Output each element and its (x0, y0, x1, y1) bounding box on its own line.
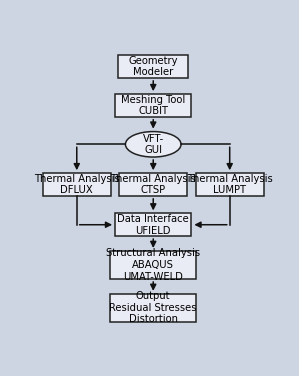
Text: Thermal Analysis
CTSP: Thermal Analysis CTSP (110, 174, 196, 195)
Text: Output
Residual Stresses
Distortion: Output Residual Stresses Distortion (109, 291, 197, 324)
Text: Geometry
Modeler: Geometry Modeler (129, 56, 178, 77)
Ellipse shape (126, 132, 181, 157)
Bar (115, 94, 191, 117)
Bar (115, 213, 191, 236)
Text: Data Interface
UFIELD: Data Interface UFIELD (118, 214, 189, 235)
Text: Thermal Analysis
DFLUX: Thermal Analysis DFLUX (34, 174, 120, 195)
Text: Meshing Tool
CUBIT: Meshing Tool CUBIT (121, 95, 185, 116)
Text: VFT-
GUI: VFT- GUI (143, 133, 164, 155)
Text: Thermal Analysis
LUMPT: Thermal Analysis LUMPT (187, 174, 273, 195)
Bar (110, 251, 196, 279)
Text: Structural Analysis
ABAQUS
UMAT-WELD: Structural Analysis ABAQUS UMAT-WELD (106, 248, 200, 282)
Bar (119, 173, 187, 196)
Bar (118, 55, 188, 78)
Bar (42, 173, 111, 196)
Bar (196, 173, 264, 196)
Bar (110, 294, 196, 322)
